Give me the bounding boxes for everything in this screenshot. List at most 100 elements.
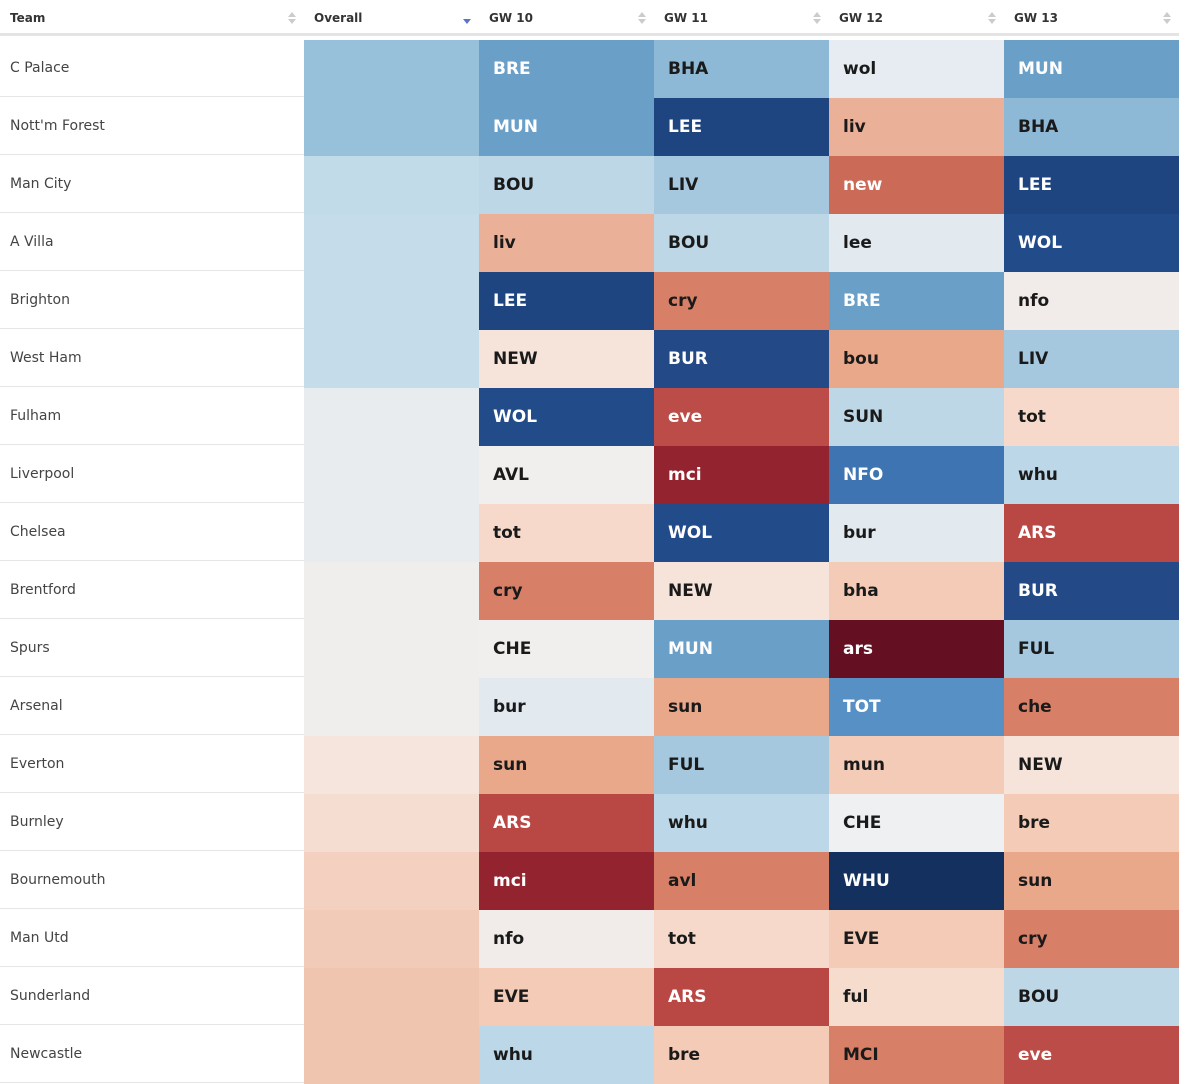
table-row: Spurs CHE MUN ars FUL (0, 620, 1179, 678)
fixture-cell: ARS (1004, 504, 1179, 562)
fixture-cell: NEW (1004, 736, 1179, 794)
table-row: Brighton LEE cry BRE nfo (0, 272, 1179, 330)
sort-icon[interactable] (988, 11, 996, 25)
fixture-cell: mci (654, 446, 829, 504)
fixture-cell: MUN (654, 620, 829, 678)
table-row: Everton sun FUL mun NEW (0, 736, 1179, 794)
team-name: C Palace (0, 40, 304, 97)
table-row: Man Utd nfo tot EVE cry (0, 910, 1179, 968)
table-row: Nott'm Forest MUN LEE liv BHA (0, 98, 1179, 156)
team-name: Fulham (0, 388, 304, 445)
sort-icon[interactable] (288, 11, 296, 25)
team-name: Brentford (0, 562, 304, 619)
fixture-cell: MUN (479, 98, 654, 156)
sort-icon[interactable] (638, 11, 646, 25)
overall-cell (304, 562, 479, 620)
fixture-cell: eve (654, 388, 829, 446)
fixture-cell: ars (829, 620, 1004, 678)
fixture-cell: FUL (1004, 620, 1179, 678)
team-name: Everton (0, 736, 304, 793)
fixture-cell: BUR (654, 330, 829, 388)
fixture-cell: avl (654, 852, 829, 910)
team-name: Newcastle (0, 1026, 304, 1083)
fixture-cell: LIV (1004, 330, 1179, 388)
fixture-cell: BOU (479, 156, 654, 214)
overall-cell (304, 1026, 479, 1084)
column-header[interactable]: Team (0, 0, 304, 36)
team-name: Brighton (0, 272, 304, 329)
overall-cell (304, 620, 479, 678)
overall-cell (304, 98, 479, 156)
fixture-cell: eve (1004, 1026, 1179, 1084)
fixture-cell: NFO (829, 446, 1004, 504)
sort-icon[interactable] (1163, 11, 1171, 25)
fixture-cell: BRE (479, 40, 654, 98)
header-label: GW 10 (489, 11, 533, 25)
table-row: Burnley ARS whu CHE bre (0, 794, 1179, 852)
fixture-cell: liv (479, 214, 654, 272)
fixture-cell: MCI (829, 1026, 1004, 1084)
fixture-cell: nfo (1004, 272, 1179, 330)
fixture-cell: mun (829, 736, 1004, 794)
overall-cell (304, 910, 479, 968)
fixture-cell: ful (829, 968, 1004, 1026)
fixture-cell: WOL (479, 388, 654, 446)
column-header[interactable]: Overall (304, 0, 479, 36)
fixture-cell: LIV (654, 156, 829, 214)
column-header[interactable]: GW 13 (1004, 0, 1179, 36)
fixture-cell: WOL (1004, 214, 1179, 272)
column-header[interactable]: GW 11 (654, 0, 829, 36)
table-row: Chelsea tot WOL bur ARS (0, 504, 1179, 562)
header-label: GW 13 (1014, 11, 1058, 25)
fixture-cell: mci (479, 852, 654, 910)
table-row: Arsenal bur sun TOT che (0, 678, 1179, 736)
sort-icon[interactable] (813, 11, 821, 25)
overall-cell (304, 272, 479, 330)
fixture-cell: lee (829, 214, 1004, 272)
fixture-cell: BHA (1004, 98, 1179, 156)
fixture-cell: liv (829, 98, 1004, 156)
overall-cell (304, 214, 479, 272)
team-name: Man Utd (0, 910, 304, 967)
fixture-cell: nfo (479, 910, 654, 968)
fixture-cell: whu (654, 794, 829, 852)
fixture-cell: LEE (654, 98, 829, 156)
team-name: Nott'm Forest (0, 98, 304, 155)
overall-cell (304, 968, 479, 1026)
fixture-cell: WOL (654, 504, 829, 562)
team-name: Chelsea (0, 504, 304, 561)
overall-cell (304, 736, 479, 794)
table-row: Newcastle whu bre MCI eve (0, 1026, 1179, 1084)
header-label: Team (10, 11, 46, 25)
fixture-cell: BOU (1004, 968, 1179, 1026)
overall-cell (304, 388, 479, 446)
fixture-cell: ARS (479, 794, 654, 852)
header-label: GW 11 (664, 11, 708, 25)
header-label: Overall (314, 11, 363, 25)
fixture-cell: sun (479, 736, 654, 794)
fixture-cell: che (1004, 678, 1179, 736)
table-row: Man City BOU LIV new LEE (0, 156, 1179, 214)
overall-cell (304, 446, 479, 504)
team-name: Burnley (0, 794, 304, 851)
sort-icon[interactable] (463, 11, 471, 25)
fixture-cell: BUR (1004, 562, 1179, 620)
team-name: West Ham (0, 330, 304, 387)
team-name: Arsenal (0, 678, 304, 735)
fixture-cell: cry (1004, 910, 1179, 968)
column-header[interactable]: GW 12 (829, 0, 1004, 36)
fixture-cell: bre (654, 1026, 829, 1084)
fixture-cell: wol (829, 40, 1004, 98)
fixture-cell: bre (1004, 794, 1179, 852)
fixture-cell: bur (829, 504, 1004, 562)
team-name: Sunderland (0, 968, 304, 1025)
fixture-cell: sun (1004, 852, 1179, 910)
fixture-cell: EVE (479, 968, 654, 1026)
fixture-cell: new (829, 156, 1004, 214)
column-header[interactable]: GW 10 (479, 0, 654, 36)
fixture-cell: SUN (829, 388, 1004, 446)
fixture-cell: whu (1004, 446, 1179, 504)
table-row: Brentford cry NEW bha BUR (0, 562, 1179, 620)
overall-cell (304, 504, 479, 562)
header-label: GW 12 (839, 11, 883, 25)
